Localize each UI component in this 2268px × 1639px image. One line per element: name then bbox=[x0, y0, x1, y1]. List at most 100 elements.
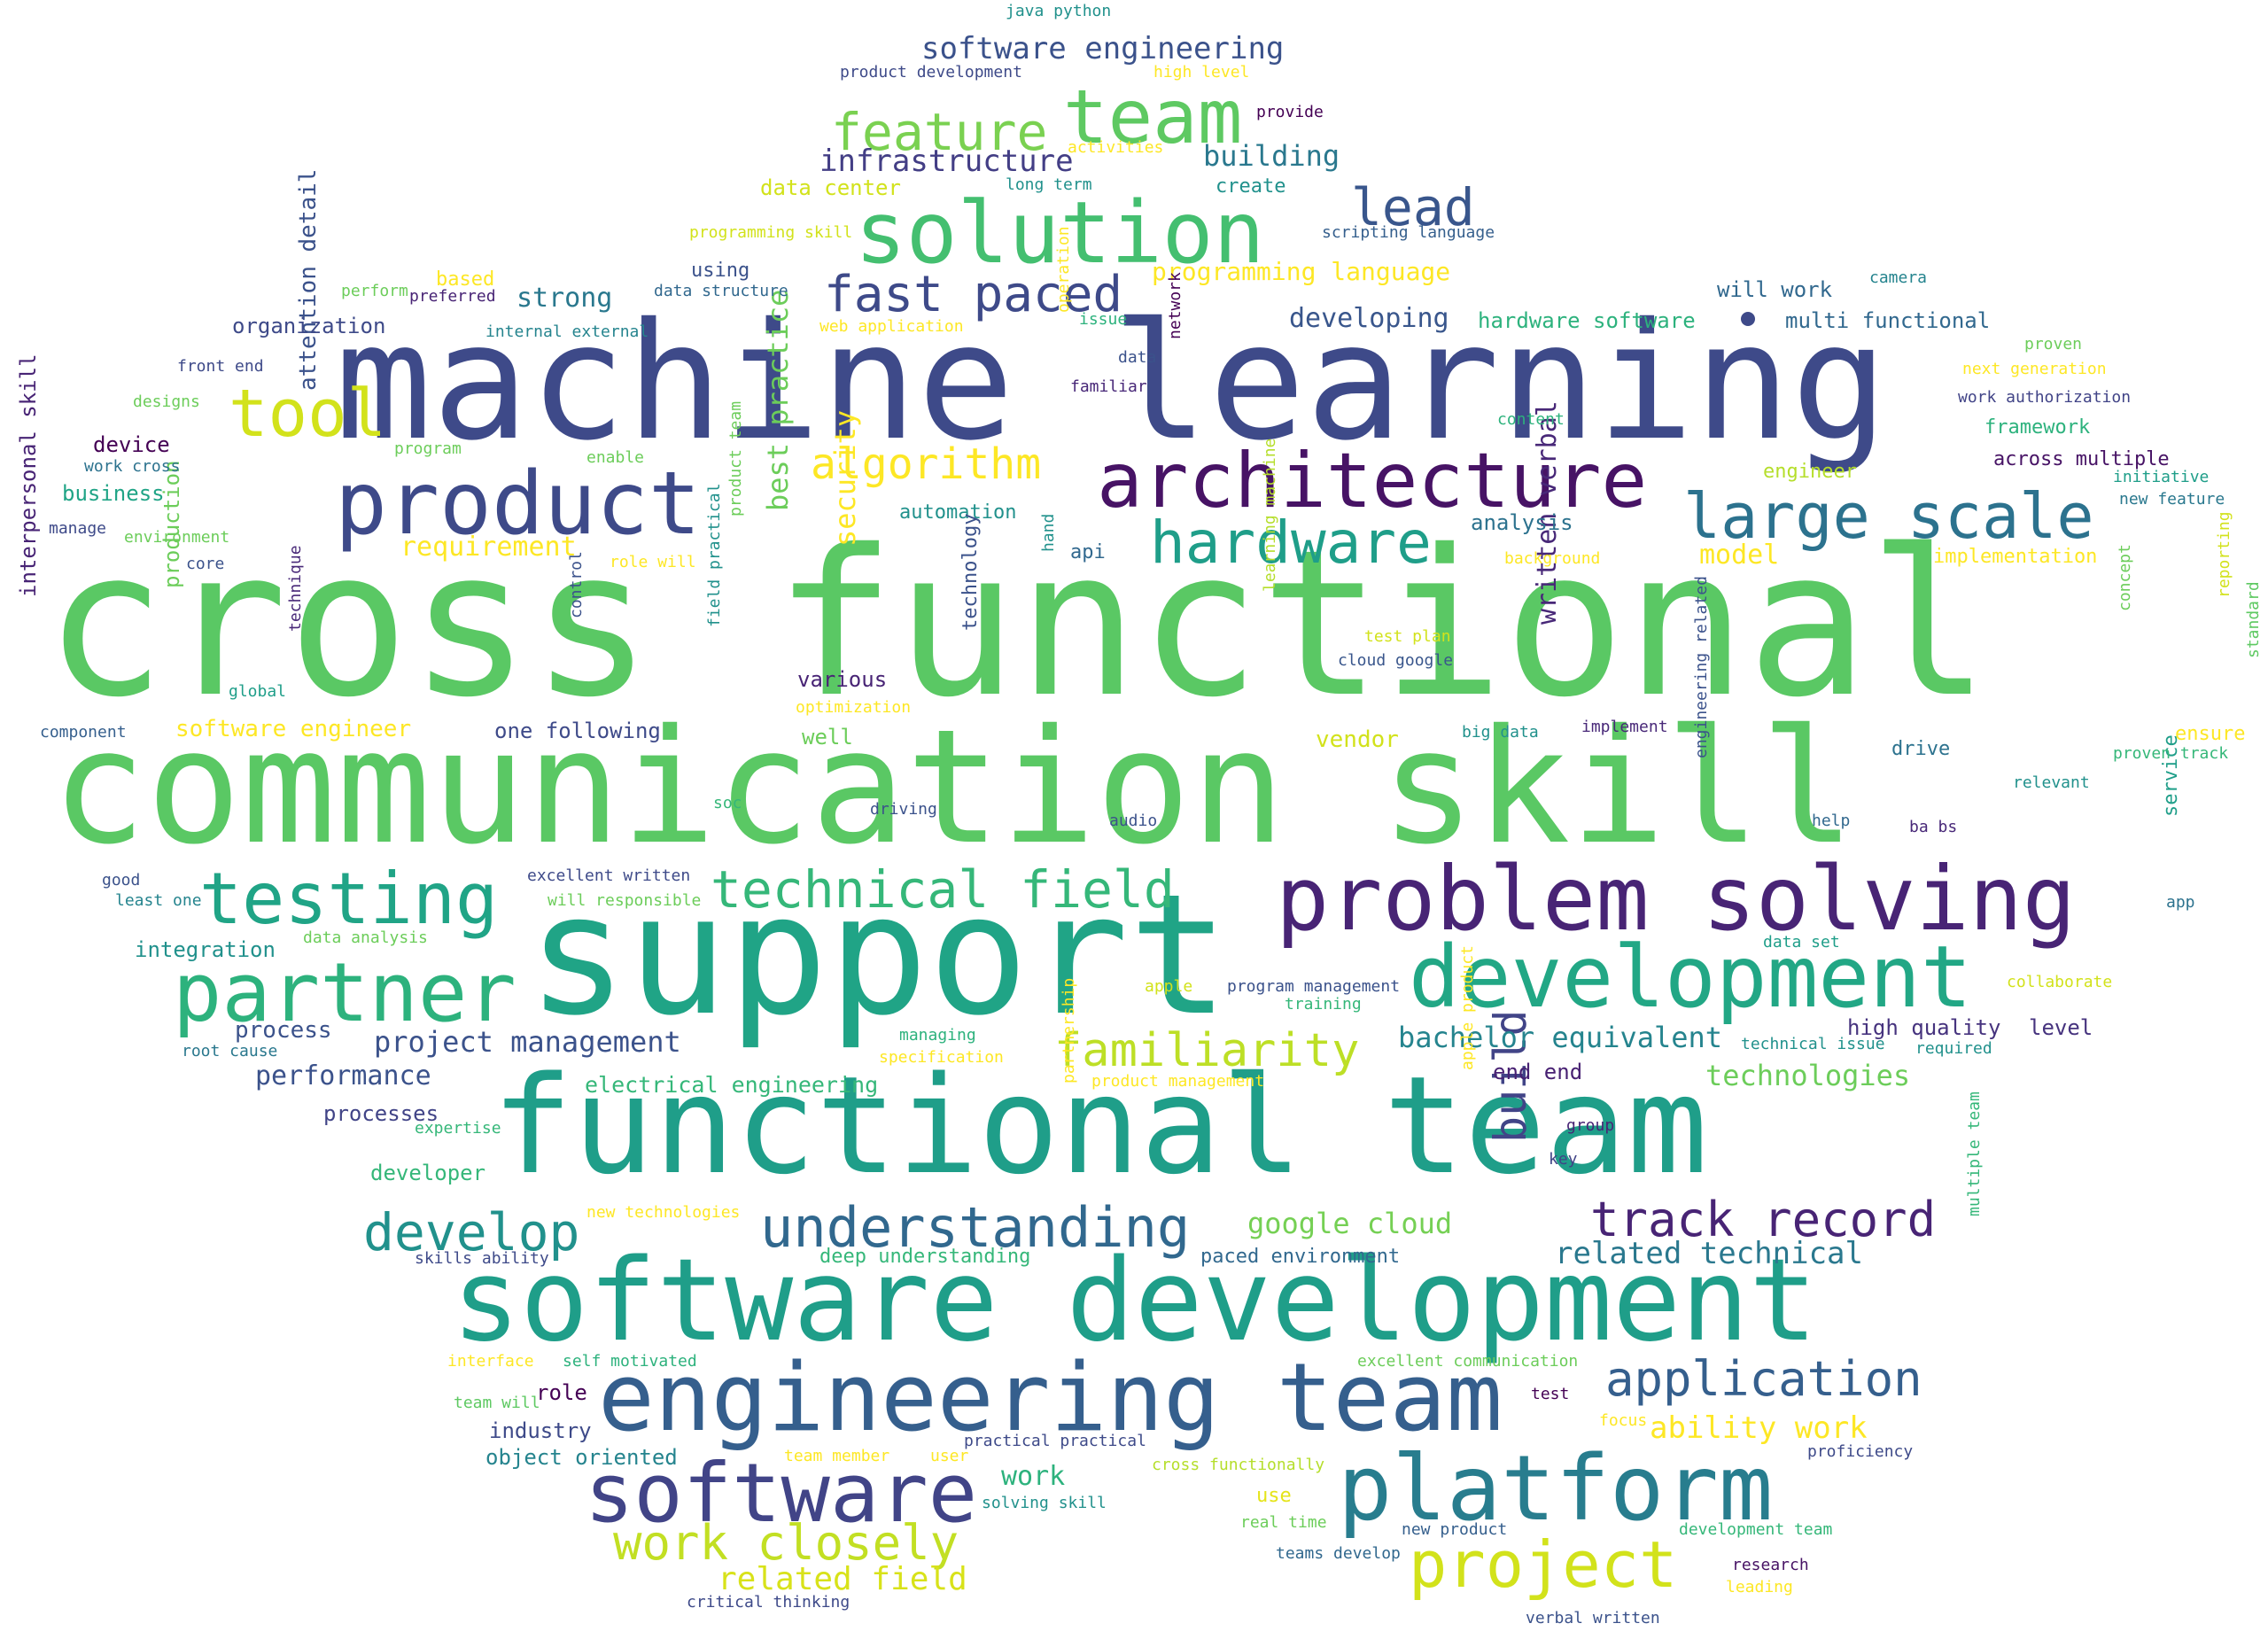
word: solution bbox=[855, 183, 1265, 283]
word: engineering related bbox=[1692, 576, 1711, 758]
word: will responsible bbox=[548, 891, 702, 910]
word: solving skill bbox=[982, 1494, 1107, 1512]
word: bachelor equivalent bbox=[1398, 1021, 1723, 1054]
word: real time bbox=[1240, 1513, 1327, 1532]
word: global bbox=[229, 682, 287, 701]
word: web application bbox=[819, 317, 964, 336]
word: best practice bbox=[761, 289, 795, 511]
word: proficiency bbox=[1807, 1442, 1914, 1461]
word: audio bbox=[1109, 812, 1158, 830]
word: test bbox=[1531, 1385, 1570, 1403]
word: standard bbox=[2244, 581, 2263, 658]
word: soc bbox=[713, 794, 742, 812]
word: research bbox=[1732, 1556, 1809, 1574]
word: software engineer bbox=[175, 716, 412, 742]
word: level bbox=[2029, 1015, 2093, 1040]
word: cross functional bbox=[44, 506, 1991, 742]
word: drive bbox=[1891, 738, 1951, 760]
word: google cloud bbox=[1247, 1207, 1453, 1240]
word: hardware software bbox=[1478, 308, 1696, 333]
word: excellent communication bbox=[1357, 1352, 1579, 1371]
word: environment bbox=[124, 528, 230, 547]
word: platform bbox=[1338, 1436, 1774, 1542]
word: interpersonal skill bbox=[16, 353, 41, 597]
word: high quality bbox=[1847, 1015, 2001, 1040]
word: business bbox=[62, 481, 165, 506]
word: electrical engineering bbox=[585, 1072, 879, 1098]
word: product development bbox=[840, 63, 1022, 82]
word: one following bbox=[494, 719, 661, 743]
word: automation bbox=[899, 501, 1017, 524]
word: implement bbox=[1581, 718, 1668, 736]
word: root cause bbox=[182, 1042, 278, 1060]
word: new product bbox=[1402, 1520, 1508, 1539]
word: data center bbox=[760, 175, 901, 200]
word: integration bbox=[135, 937, 276, 962]
word: work cross bbox=[84, 457, 181, 476]
word: content bbox=[1497, 410, 1565, 429]
word: technology bbox=[959, 513, 982, 631]
word: camera bbox=[1869, 268, 1928, 287]
word: model bbox=[1699, 540, 1780, 571]
word: functional team bbox=[492, 1047, 1708, 1204]
word: collaborate bbox=[2007, 973, 2113, 991]
word: use bbox=[1256, 1485, 1292, 1507]
word: problem solving bbox=[1276, 847, 2077, 951]
word: related technical bbox=[1555, 1236, 1863, 1271]
word: proven track bbox=[2113, 744, 2229, 763]
dot-decoration bbox=[1741, 312, 1755, 326]
word: high level bbox=[1153, 63, 1250, 82]
word: app bbox=[2166, 893, 2195, 912]
word: provide bbox=[1256, 103, 1324, 121]
word: related field bbox=[718, 1561, 967, 1597]
word: understanding bbox=[760, 1195, 1191, 1260]
word: feature bbox=[831, 102, 1048, 162]
word: across multiple bbox=[1993, 448, 2170, 470]
word: support bbox=[527, 858, 1230, 1053]
word: enable bbox=[586, 448, 645, 467]
word: various bbox=[797, 667, 888, 692]
word: component bbox=[40, 723, 127, 742]
word: internal external bbox=[485, 322, 649, 341]
word: least one bbox=[115, 891, 202, 910]
word: field practical bbox=[705, 483, 724, 627]
word: work closely bbox=[613, 1515, 959, 1571]
word: role will bbox=[610, 553, 696, 571]
word: product team bbox=[726, 400, 745, 517]
word: specification bbox=[879, 1048, 1004, 1067]
word: developing bbox=[1289, 303, 1449, 334]
word: help bbox=[1812, 812, 1851, 830]
word: team bbox=[1063, 74, 1243, 160]
word: data bbox=[1118, 348, 1157, 367]
word: team will bbox=[454, 1394, 540, 1412]
word: cloud google bbox=[1338, 651, 1454, 670]
word: machine learning bbox=[335, 288, 1889, 476]
word: long term bbox=[1006, 175, 1092, 194]
word: relevant bbox=[2013, 773, 2090, 792]
word: front end bbox=[177, 357, 264, 376]
word: based bbox=[436, 268, 495, 291]
word: operation bbox=[1054, 226, 1073, 313]
word: strong bbox=[517, 283, 613, 314]
word: deep understanding bbox=[819, 1246, 1031, 1268]
word: training bbox=[1285, 995, 1362, 1014]
word: engineer bbox=[1763, 461, 1857, 483]
word: project bbox=[1409, 1527, 1678, 1602]
word: process bbox=[235, 1017, 332, 1044]
word: network bbox=[1166, 272, 1184, 339]
word: developer bbox=[370, 1161, 486, 1185]
word: good bbox=[102, 871, 141, 889]
word: team member bbox=[784, 1447, 890, 1465]
word: ability work bbox=[1650, 1410, 1868, 1446]
word: test plan bbox=[1364, 627, 1451, 646]
word: group bbox=[1566, 1116, 1615, 1135]
word: role bbox=[536, 1380, 587, 1405]
word: technologies bbox=[1705, 1059, 1911, 1092]
word: programming skill bbox=[689, 223, 853, 242]
word: work authorization bbox=[1958, 388, 2132, 407]
word: algorithm bbox=[811, 439, 1042, 489]
word: expertise bbox=[415, 1119, 501, 1138]
word: big data bbox=[1462, 723, 1539, 742]
word: managing bbox=[899, 1026, 976, 1045]
word: infrastructure bbox=[819, 144, 1074, 179]
